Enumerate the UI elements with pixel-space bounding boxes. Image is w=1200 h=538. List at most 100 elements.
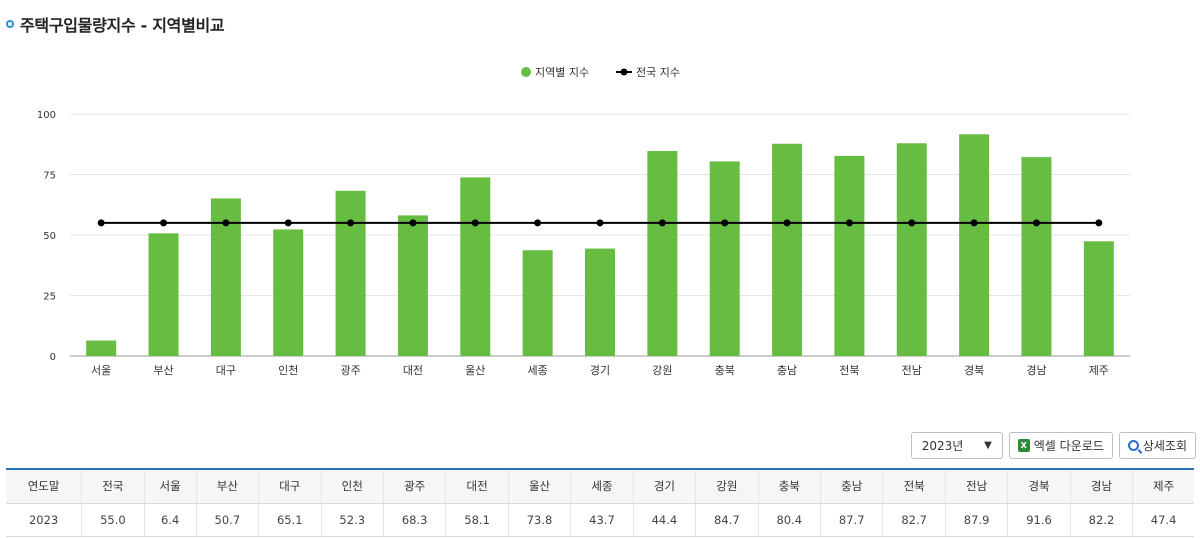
table-cell: 2023 xyxy=(6,503,83,537)
legend-bar-marker xyxy=(521,67,531,77)
y-tick-label: 0 xyxy=(50,352,56,363)
bar xyxy=(86,340,117,356)
table-header-cell: 부산 xyxy=(196,469,260,504)
table-cell: 87.9 xyxy=(945,503,1009,537)
table-cell: 87.7 xyxy=(820,503,884,537)
table-header-cell: 전북 xyxy=(882,469,946,504)
table-cell: 47.4 xyxy=(1132,503,1194,537)
bar xyxy=(647,151,678,356)
national-index-point xyxy=(783,219,791,227)
bar xyxy=(709,161,740,356)
bar xyxy=(148,233,179,356)
detail-search-button[interactable]: 상세조회 xyxy=(1118,432,1196,459)
page-title: 주택구입물량지수 - 지역별비교 xyxy=(20,16,225,35)
table-cell: 82.7 xyxy=(882,503,946,537)
x-tick-label: 세종 xyxy=(528,364,548,377)
bar xyxy=(335,190,366,356)
table-header-cell: 광주 xyxy=(383,469,447,504)
table-cell: 58.1 xyxy=(445,503,509,537)
x-tick-label: 경기 xyxy=(590,364,610,377)
table-header-cell: 충북 xyxy=(758,469,822,504)
table-cell: 73.8 xyxy=(508,503,572,537)
page-header: 주택구입물량지수 - 지역별비교 xyxy=(6,12,225,36)
table-cell: 91.6 xyxy=(1007,503,1071,537)
y-tick-label: 75 xyxy=(43,171,56,182)
bar xyxy=(896,143,927,356)
legend-line-label: 전국 지수 xyxy=(636,66,680,79)
x-tick-label: 서울 xyxy=(91,364,111,377)
x-tick-label: 부산 xyxy=(153,364,173,377)
table-header-cell: 경북 xyxy=(1007,469,1071,504)
national-index-point xyxy=(160,219,168,227)
national-index-point xyxy=(222,219,230,227)
x-tick-label: 충북 xyxy=(715,364,735,377)
national-index-point xyxy=(596,219,604,227)
national-index-point xyxy=(284,219,292,227)
national-index-point xyxy=(471,219,479,227)
legend-line-dot xyxy=(620,68,628,76)
y-tick-label: 100 xyxy=(37,110,56,121)
table-header-cell: 대구 xyxy=(258,469,322,504)
x-tick-label: 전북 xyxy=(839,364,859,377)
table-cell: 55.0 xyxy=(81,503,145,537)
table-header-cell: 전남 xyxy=(945,469,1009,504)
national-index-point xyxy=(1032,219,1040,227)
table-cell: 68.3 xyxy=(383,503,447,537)
excel-download-button[interactable]: X 엑셀 다운로드 xyxy=(1008,432,1113,459)
table-cell: 65.1 xyxy=(258,503,322,537)
bar xyxy=(522,250,553,356)
bar xyxy=(460,177,491,356)
table-header-cell: 울산 xyxy=(508,469,572,504)
table-body: 2023 55.0 6.4 50.7 65.1 52.3 68.3 58.1 73.8 43.7 4… xyxy=(6,503,1194,537)
national-index-point xyxy=(721,219,729,227)
detail-search-label: 상세조회 xyxy=(1142,439,1187,453)
national-index-point xyxy=(908,219,916,227)
excel-download-label: 엑셀 다운로드 xyxy=(1033,439,1104,453)
table-header-cell: 인천 xyxy=(321,469,384,504)
table-cell: 52.3 xyxy=(321,503,384,537)
bar xyxy=(397,215,428,356)
bar xyxy=(772,143,803,356)
toolbar: 2023년 ▼ X 엑셀 다운로드 상세조회 xyxy=(910,432,1196,459)
x-tick-label: 광주 xyxy=(340,364,360,377)
x-tick-label: 강원 xyxy=(652,364,672,377)
x-tick-label: 제주 xyxy=(1089,364,1109,377)
national-index-point xyxy=(845,219,853,227)
table-header-row: 연도말 전국 서울 부산 대구 인천 광주 대전 울산 세종 경기 강원 충북 충남 전북 전남 경북 경남 제주 xyxy=(6,469,1194,504)
table-cell: 50.7 xyxy=(196,503,260,537)
data-table: 연도말 전국 서울 부산 대구 인천 광주 대전 울산 세종 경기 강원 충북 충남 전북 전남 경북 경남 제주 … xyxy=(6,468,1194,537)
bullet-icon xyxy=(6,20,14,28)
y-tick-label: 25 xyxy=(43,292,56,303)
national-index-point xyxy=(97,219,105,227)
table-header-cell: 대전 xyxy=(445,469,509,504)
table-cell: 43.7 xyxy=(570,503,634,537)
table-header-cell: 경기 xyxy=(633,469,697,504)
table-header-cell: 연도말 xyxy=(6,469,83,504)
x-tick-label: 전남 xyxy=(902,364,922,377)
chevron-down-icon: ▼ xyxy=(984,440,992,451)
table-row: 2023 55.0 6.4 50.7 65.1 52.3 68.3 58.1 73.8 43.7 4… xyxy=(6,503,1194,537)
table-cell: 82.2 xyxy=(1070,503,1134,537)
national-index-point xyxy=(1095,219,1103,227)
table-header-cell: 강원 xyxy=(695,469,759,504)
x-tick-label: 인천 xyxy=(278,363,298,377)
national-index-point xyxy=(970,219,978,227)
table-header-cell: 세종 xyxy=(570,469,634,504)
x-tick-label: 경남 xyxy=(1026,364,1046,377)
excel-icon: X xyxy=(1017,439,1030,452)
bar xyxy=(834,155,865,356)
y-tick-label: 50 xyxy=(43,231,56,242)
bar xyxy=(959,134,990,356)
table-cell: 80.4 xyxy=(758,503,822,537)
bar xyxy=(585,248,615,356)
national-index-point xyxy=(409,219,417,227)
year-select-value: 2023년 xyxy=(921,439,964,453)
bar xyxy=(1083,241,1114,356)
region-index-chart: 지역별 지수 전국 지수 0 25 50 75 100 서울 부산 대구 인천 광주 대전 울산 세종 경기 강… xyxy=(37,66,1130,377)
bar xyxy=(1021,157,1052,356)
year-select[interactable]: 2023년 ▼ xyxy=(910,432,1003,459)
x-tick-label: 충남 xyxy=(777,364,797,377)
national-index-point xyxy=(658,219,666,227)
search-icon xyxy=(1127,440,1139,451)
table-cell: 6.4 xyxy=(144,503,197,537)
